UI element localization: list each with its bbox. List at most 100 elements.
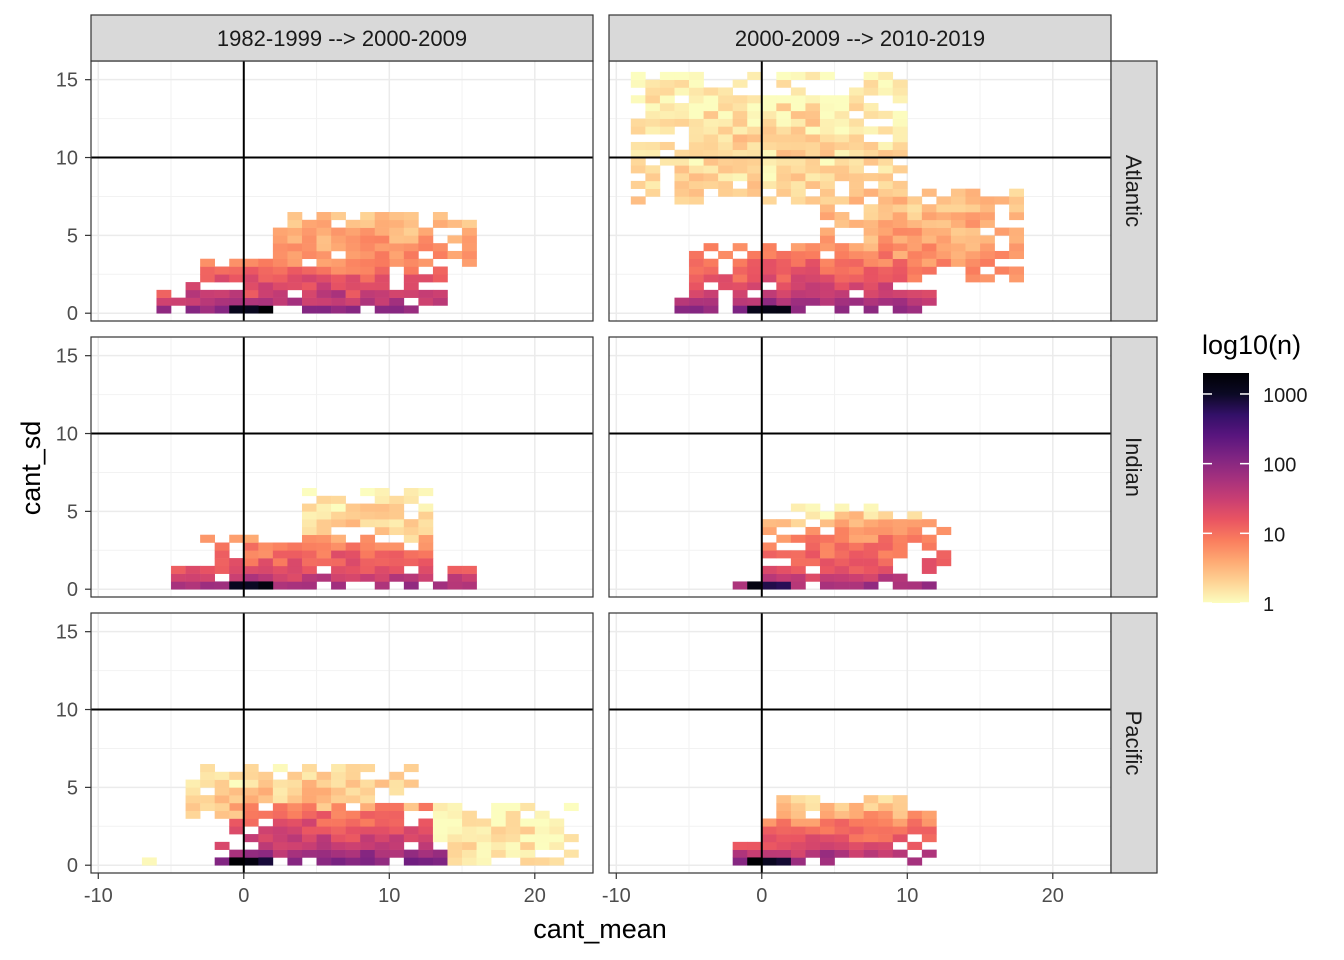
heatmap-tile	[863, 71, 879, 80]
heatmap-tile	[849, 841, 864, 850]
heatmap-tile	[805, 196, 821, 205]
heatmap-tile	[389, 542, 405, 551]
heatmap-tile	[674, 157, 690, 166]
heatmap-tile	[878, 542, 894, 551]
heatmap-tile	[805, 534, 821, 543]
heatmap-tile	[863, 573, 879, 582]
heatmap-tile	[171, 565, 186, 574]
heatmap-tile	[892, 149, 908, 158]
heatmap-tile	[819, 212, 835, 221]
heatmap-tile	[243, 550, 259, 559]
heatmap-tile	[214, 857, 230, 866]
heatmap-tile	[921, 227, 937, 236]
heatmap-tile	[243, 857, 259, 866]
heatmap-tile	[892, 212, 908, 221]
heatmap-tile	[316, 289, 332, 298]
heatmap-tile	[630, 165, 646, 174]
heatmap-tile	[761, 834, 777, 843]
heatmap-tile	[747, 157, 763, 166]
heatmap-tile	[331, 818, 346, 827]
heatmap-tile	[790, 581, 806, 590]
heatmap-tile	[171, 581, 186, 590]
heatmap-tile	[272, 282, 288, 291]
heatmap-tile	[703, 305, 719, 314]
facet-strip-row-atlantic: Atlantic	[1110, 60, 1158, 322]
heatmap-tile	[892, 180, 908, 189]
heatmap-tile	[200, 802, 215, 812]
x-axis-col-2: -10 0 10 20	[602, 873, 1064, 907]
heatmap-tile	[965, 250, 981, 260]
heatmap-tile	[834, 282, 850, 291]
heatmap-tile	[447, 841, 463, 850]
heatmap-tile	[921, 818, 937, 827]
heatmap-tile	[718, 180, 733, 189]
heatmap-tile	[950, 243, 966, 252]
heatmap-tile	[805, 503, 821, 512]
heatmap-tile	[258, 297, 274, 306]
heatmap-tile	[418, 857, 434, 866]
heatmap-tile	[805, 573, 821, 582]
heatmap-tile	[316, 526, 332, 536]
heatmap-tile	[878, 165, 894, 174]
heatmap-tile	[258, 849, 274, 858]
heatmap-tile	[360, 503, 376, 512]
heatmap-tile	[689, 250, 704, 260]
heatmap-tile	[761, 818, 777, 827]
heatmap-tile	[316, 282, 332, 291]
heatmap-tile	[892, 110, 908, 119]
heatmap-tile	[761, 95, 777, 104]
heatmap-tile	[301, 534, 317, 543]
heatmap-tile	[718, 250, 733, 260]
heatmap-tile	[214, 542, 230, 551]
heatmap-tile	[907, 235, 923, 244]
heatmap-tile	[892, 305, 908, 314]
heatmap-tile	[301, 297, 317, 306]
heatmap-tile	[849, 103, 864, 112]
heatmap-tile	[761, 141, 777, 151]
heatmap-tile	[301, 550, 317, 559]
heatmap-tile	[360, 841, 376, 850]
heatmap-tile	[520, 826, 536, 835]
heatmap-tile	[432, 857, 448, 866]
heatmap-tile	[878, 834, 894, 843]
heatmap-tile	[819, 834, 835, 843]
heatmap-tile	[849, 149, 864, 158]
heatmap-tile	[747, 282, 763, 291]
heatmap-tile	[849, 157, 864, 166]
heatmap-tile	[747, 305, 763, 314]
heatmap-tile	[156, 305, 172, 314]
heatmap-tile	[272, 289, 288, 298]
heatmap-tile	[374, 542, 390, 551]
heatmap-tile	[703, 149, 719, 158]
heatmap-tile	[674, 165, 690, 174]
heatmap-tile	[892, 79, 908, 88]
heatmap-tile	[360, 511, 376, 520]
heatmap-tile	[229, 857, 245, 866]
heatmap-tile	[418, 503, 434, 512]
heatmap-tile	[907, 196, 923, 205]
panel-pacific-1	[90, 612, 594, 874]
heatmap-tile	[403, 227, 419, 236]
heatmap-tile	[747, 134, 763, 143]
strip-label: 1982-1999 --> 2000-2009	[217, 26, 467, 51]
heatmap-tile	[950, 250, 966, 260]
heatmap-tile	[747, 274, 763, 283]
heatmap-tile	[418, 243, 434, 252]
heatmap-tile	[200, 266, 215, 275]
heatmap-tile	[345, 818, 361, 827]
y-axis-indian: 0 5 10 15	[56, 346, 91, 601]
heatmap-tile	[287, 818, 303, 827]
heatmap-tile	[360, 488, 376, 497]
heatmap-tile	[214, 787, 230, 796]
heatmap-tile	[462, 849, 477, 858]
heatmap-tile	[374, 857, 390, 866]
heatmap-tile	[703, 118, 719, 127]
heatmap-tile	[316, 212, 332, 221]
heatmap-tile	[776, 79, 792, 88]
heatmap-tile	[272, 297, 288, 306]
heatmap-tile	[790, 149, 806, 158]
panel-indian-2	[608, 336, 1112, 598]
heatmap-tile	[258, 795, 274, 804]
heatmap-tile	[287, 826, 303, 835]
